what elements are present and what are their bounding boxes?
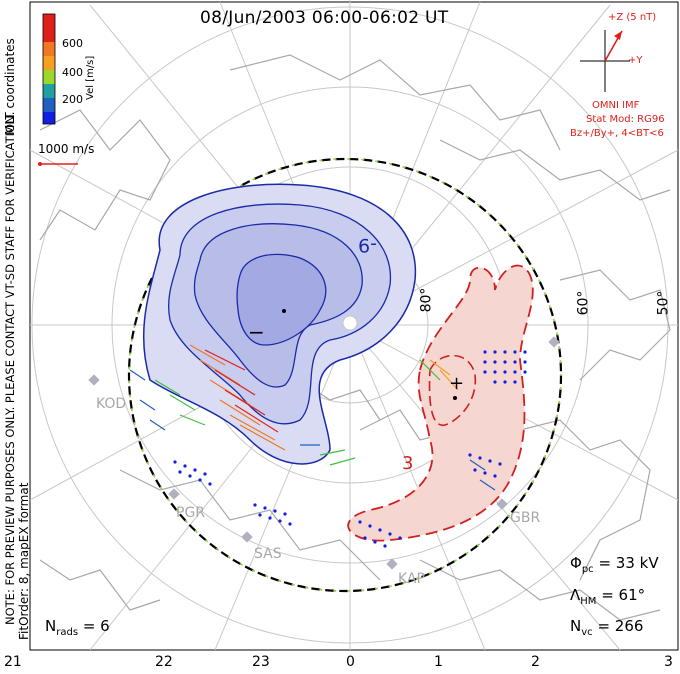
fit-order-label: FitOrder: 8, mapEX format [17,482,31,640]
negative-cell-contour-4 [236,253,327,346]
potential-max-marker: + [449,373,465,394]
vector-count: Nvc = 266 [570,617,643,638]
phi-pc-symbol: Φ [570,554,582,572]
vector-scale-origin [38,162,42,166]
colorbar [42,13,56,125]
colorbar-unit-label: Vel [m/s] [85,55,96,100]
mlt-hour-22: 22 [155,654,173,670]
latitude-label-80: 80° [418,287,435,313]
latitude-label-60: 60° [575,290,592,316]
negative-potential-cell [142,183,417,465]
stat-model-label: Stat Mod: RG96 [586,114,665,125]
hm-boundary-latitude: ΛHM = 61° [570,586,645,607]
mlt-hour-1: 1 [434,654,443,670]
imf-y-label: +Y [628,55,643,66]
potential-min-point [282,309,286,313]
lambda-hm-subscript: HM [580,596,597,607]
radar-label-sas: SAS [254,546,282,562]
preview-note: NOTE: FOR PREVIEW PURPOSES ONLY. PLEASE … [3,111,17,625]
imf-source-label: OMNI IMF [592,100,640,111]
radar-label-gbr: GBR [510,510,541,526]
imf-z-label: +Z (5 nT) [608,12,657,23]
radar-count: Nrads = 6 [45,617,110,638]
mlt-hour-21: 21 [4,654,22,670]
positive-cell-inner-contour [428,354,477,426]
lambda-hm-symbol: Λ [570,586,581,604]
mlt-hour-23: 23 [252,654,270,670]
map-title: 08/Jun/2003 06:00-06:02 UT [200,8,449,28]
radar-label-kod: KOD [96,396,127,412]
n-rads-symbol: N [45,617,57,635]
positive-cell-outer-contour [347,264,534,542]
positive-potential-cell [347,264,534,542]
pole-marker [342,315,358,331]
imf-arrow-head [614,31,622,40]
colorbar-tick-600: 600 [62,37,83,50]
negative-contour-label: -9 [358,234,377,256]
radar-site-markers [88,336,560,570]
phi-pc-value: = 33 kV [598,554,659,572]
latitude-label-50: 50° [655,290,672,316]
hm-boundary-overlay [128,158,562,592]
n-vc-value: = 266 [597,617,644,635]
coastlines [39,54,671,621]
potential-max-point [453,396,457,400]
colorbar-tick-400: 400 [62,66,83,79]
lambda-hm-value: = 61° [601,586,646,604]
phi-pc-subscript: pc [581,564,594,575]
vector-dot-fields [173,350,527,548]
cross-polar-potential: Φpc = 33 kV [570,554,659,575]
positive-contour-label: 3 [402,453,414,474]
radar-label-pgr: PGR [176,505,206,521]
mlt-hour-2: 2 [531,654,540,670]
n-vc-symbol: N [570,617,582,635]
mlt-hour-3: 3 [664,654,673,670]
colorbar-tick-200: 200 [62,93,83,106]
velocity-vectors [129,344,496,491]
n-rads-value: = 6 [82,617,110,635]
potential-min-marker: − [248,320,265,344]
vector-scale-label: 1000 m/s [38,142,95,156]
imf-condition-label: Bz+/By+, 4<BT<6 [570,128,664,139]
n-vc-subscript: vc [581,627,593,638]
n-rads-subscript: rads [56,627,79,638]
mlt-hour-0: 0 [346,654,355,670]
radar-label-kap: KAP [398,571,425,587]
